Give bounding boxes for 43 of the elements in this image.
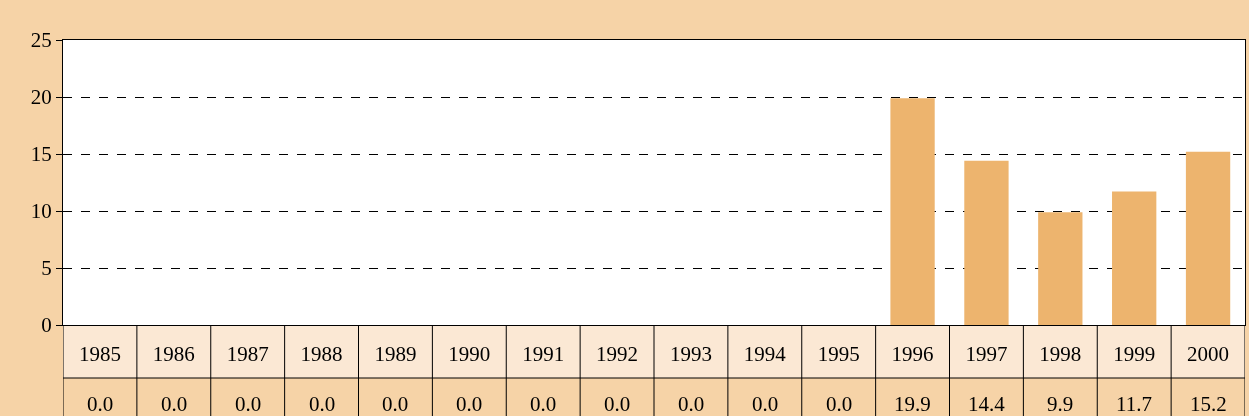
data-label: 0.0	[235, 392, 262, 416]
data-label: 0.0	[309, 392, 336, 416]
y-tick-label: 0	[41, 313, 52, 338]
x-tick-label: 1996	[891, 342, 934, 367]
bar	[1112, 191, 1157, 325]
x-tick-label: 1986	[152, 342, 195, 367]
x-tick-label: 1995	[817, 342, 860, 367]
data-label: 0.0	[604, 392, 631, 416]
y-tick-label: 25	[30, 28, 52, 53]
bar	[964, 160, 1009, 325]
data-label: 0.0	[678, 392, 705, 416]
x-tick-label: 1987	[226, 342, 269, 367]
bar	[1038, 212, 1083, 325]
bar	[890, 98, 935, 325]
y-tick-label: 10	[30, 199, 52, 224]
data-label: 19.9	[894, 392, 931, 416]
data-label: 14.4	[968, 392, 1006, 416]
x-tick-label: 1990	[448, 342, 491, 367]
bar	[1185, 151, 1231, 325]
x-tick-label: 1994	[743, 342, 787, 367]
x-tick-label: 1997	[965, 342, 1008, 367]
data-label: 0.0	[161, 392, 188, 416]
data-label: 0.0	[382, 392, 409, 416]
y-tick-label: 5	[41, 256, 52, 281]
data-label: 0.0	[752, 392, 779, 416]
data-label: 9.9	[1047, 392, 1074, 416]
x-tick-label: 1989	[374, 342, 417, 367]
data-label: 11.7	[1116, 392, 1152, 416]
data-label: 0.0	[530, 392, 557, 416]
data-label: 15.2	[1190, 392, 1227, 416]
x-tick-label: 2000	[1187, 342, 1230, 367]
x-tick-label: 1988	[300, 342, 343, 367]
data-label: 0.0	[826, 392, 853, 416]
x-tick-label: 1999	[1113, 342, 1156, 367]
x-tick-label: 1991	[522, 342, 565, 367]
y-tick-label: 15	[30, 142, 52, 167]
data-label: 0.0	[456, 392, 483, 416]
x-tick-label: 1998	[1039, 342, 1082, 367]
x-tick-label: 1992	[596, 342, 639, 367]
x-tick-label: 1993	[669, 342, 712, 367]
y-tick-label: 20	[30, 85, 52, 110]
data-label: 0.0	[87, 392, 114, 416]
x-tick-label: 1985	[78, 342, 121, 367]
